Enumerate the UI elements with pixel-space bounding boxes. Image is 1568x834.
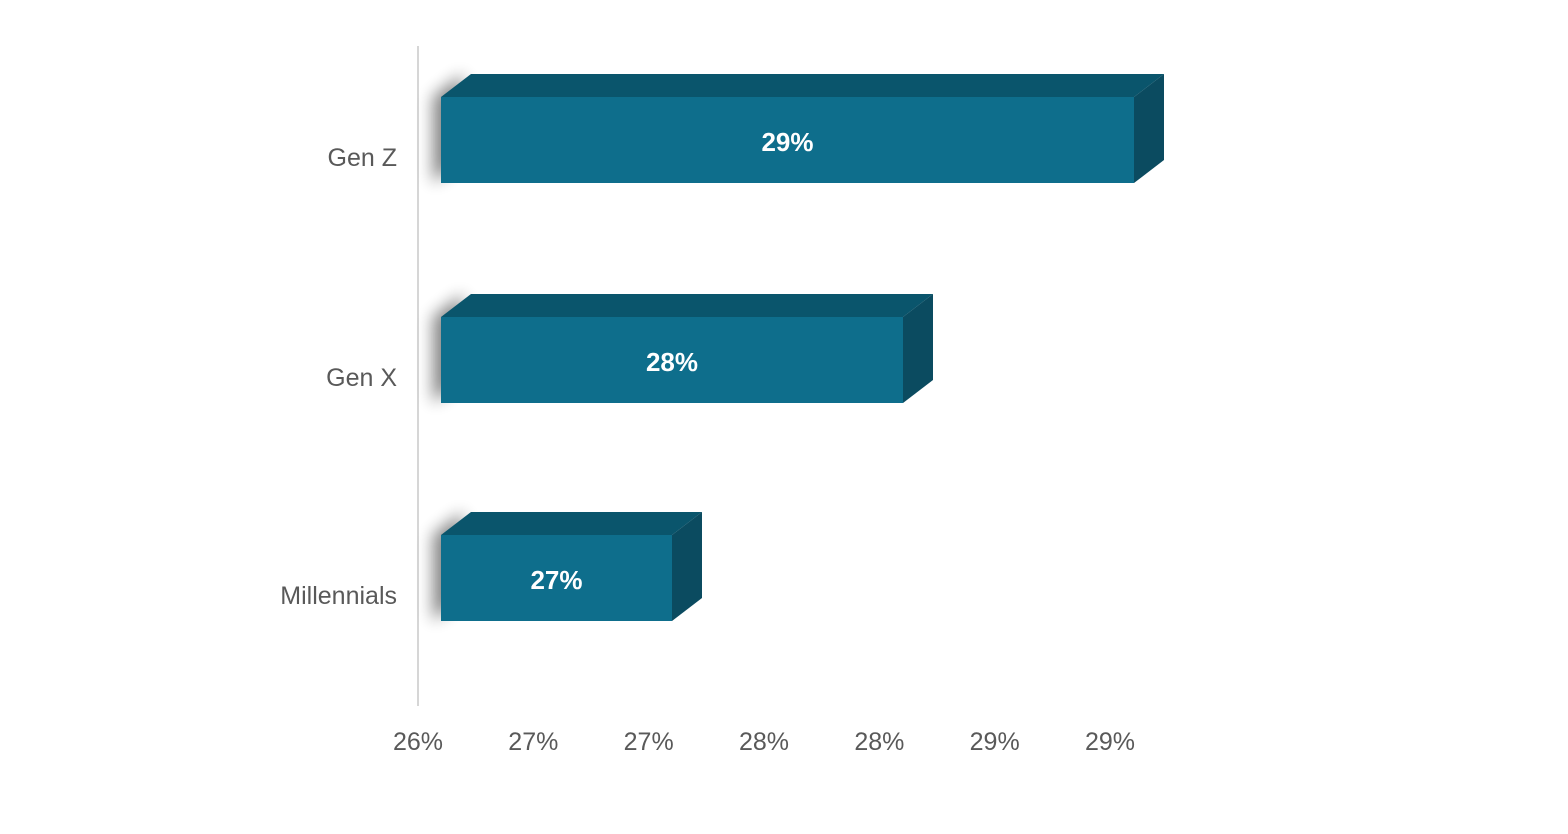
y-axis-category-label: Millennials xyxy=(280,582,397,610)
bar-front-face xyxy=(441,535,672,621)
bar-top-face xyxy=(441,512,702,535)
x-axis-tick-label: 27% xyxy=(624,728,674,756)
bar-front-face xyxy=(441,97,1134,183)
bar-group-millennials: 27% xyxy=(433,512,702,621)
y-axis-category-label: Gen X xyxy=(326,364,397,392)
bar-front-face xyxy=(441,317,903,403)
x-axis-tick-label: 27% xyxy=(508,728,558,756)
bar-top-face xyxy=(441,294,933,317)
bar-side-face xyxy=(1134,74,1164,183)
bar-value-label: 29% xyxy=(761,127,813,157)
x-axis-tick-label: 28% xyxy=(854,728,904,756)
bar-value-label: 27% xyxy=(530,565,582,595)
bar-top-face xyxy=(441,74,1164,97)
y-axis-category-label: Gen Z xyxy=(328,144,397,172)
x-axis-tick-label: 29% xyxy=(1085,728,1135,756)
bar-group-gen-x: 28% xyxy=(433,294,933,403)
x-axis-tick-label: 29% xyxy=(970,728,1020,756)
bar-side-face xyxy=(903,294,933,403)
bar-group-gen-z: 29% xyxy=(433,74,1164,183)
bar-side-face xyxy=(672,512,702,621)
x-axis-tick-label: 28% xyxy=(739,728,789,756)
x-axis-tick-label: 26% xyxy=(393,728,443,756)
bar-value-label: 28% xyxy=(646,347,698,377)
